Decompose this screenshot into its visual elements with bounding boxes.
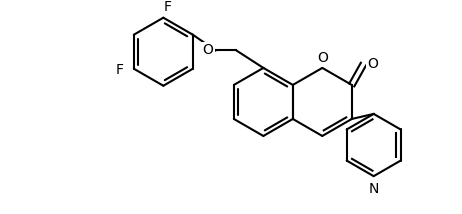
Text: F: F	[116, 63, 123, 77]
Text: F: F	[164, 0, 171, 14]
Text: N: N	[369, 182, 379, 196]
Text: O: O	[367, 56, 378, 71]
Text: O: O	[317, 51, 328, 65]
Text: O: O	[203, 43, 213, 57]
